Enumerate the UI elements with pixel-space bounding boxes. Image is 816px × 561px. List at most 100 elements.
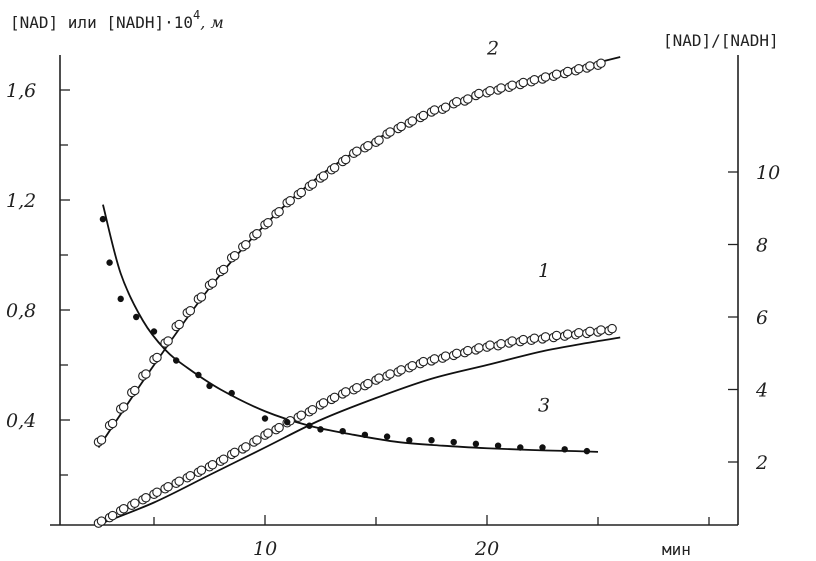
series-3-point xyxy=(583,447,591,455)
series-1-point xyxy=(551,330,562,341)
series-2-point xyxy=(152,352,162,363)
series-1-point xyxy=(207,459,218,470)
points: 1 2 3 xyxy=(93,37,617,528)
series-1-point xyxy=(274,422,284,433)
series-2-point xyxy=(218,264,229,275)
series-2-point xyxy=(562,66,573,77)
series-1-point xyxy=(329,392,340,403)
series-2-point xyxy=(374,135,384,146)
series-2-point xyxy=(241,240,251,250)
curve-label-1: 1 xyxy=(538,260,550,282)
series-1-point xyxy=(152,487,162,497)
series-3-point xyxy=(133,313,140,321)
series-2-point xyxy=(496,83,506,93)
series-1-point xyxy=(607,323,617,334)
series-2-point xyxy=(185,305,196,316)
series-1-point xyxy=(141,492,151,503)
series-3-point xyxy=(261,415,269,422)
series-3-point xyxy=(339,427,346,435)
series-2-point xyxy=(440,102,451,113)
series-1-point xyxy=(96,516,107,526)
series-2-point xyxy=(463,94,473,104)
y-right-tick-label: 2 xyxy=(755,452,768,474)
series-3-point xyxy=(517,444,524,451)
curve-label-3: 3 xyxy=(538,394,550,416)
series-2-point xyxy=(429,105,440,115)
axes xyxy=(50,55,739,526)
series-2-point xyxy=(229,251,240,261)
x-tick-label: 20 xyxy=(474,538,499,560)
series-2-point xyxy=(196,292,207,302)
series-1-point xyxy=(374,373,384,383)
y-left-tick-label: 1,6 xyxy=(6,80,36,102)
series-3-point xyxy=(106,259,113,266)
y-left-tick-label: 0,4 xyxy=(6,410,36,432)
series-2-point xyxy=(418,110,429,121)
series-3-point xyxy=(428,437,435,444)
series-1-point xyxy=(396,365,406,375)
series-1-point xyxy=(507,336,517,346)
x-tick-label: 10 xyxy=(253,538,277,560)
ticks: 10 20 0,4 0,8 1,2 1,6 2 4 6 8 10 xyxy=(6,80,780,560)
y-axis-left-title-main: [NAD] или [NADH]·10 xyxy=(10,13,193,32)
series-2-point xyxy=(529,75,540,85)
series-3-point xyxy=(406,437,413,444)
series-2-point xyxy=(329,163,340,173)
series-3-point xyxy=(195,371,202,379)
series-1-point xyxy=(174,476,184,486)
y-right-tick-label: 6 xyxy=(756,307,768,329)
series-3-point xyxy=(383,433,391,440)
series-3-point xyxy=(99,215,107,223)
series-2-point xyxy=(407,116,418,126)
series-3-point xyxy=(561,446,568,453)
series-1-point xyxy=(496,338,506,349)
series-1-point xyxy=(107,510,118,521)
series-3-point xyxy=(206,382,213,390)
series-3-point xyxy=(228,389,235,397)
series-2-point xyxy=(518,77,529,88)
y-left-tick-label: 0,8 xyxy=(6,300,36,322)
series-1-point xyxy=(463,345,473,356)
series-1-point xyxy=(185,470,196,481)
y-axis-right-title: [NAD]/[NADH] xyxy=(663,31,779,50)
series-2-point xyxy=(296,187,307,198)
series-3-point xyxy=(317,426,324,433)
series-1-point xyxy=(451,348,462,359)
series-2-point xyxy=(540,72,551,82)
series-1-point xyxy=(252,435,262,445)
series-1-point xyxy=(296,410,307,420)
series-2-point xyxy=(130,385,140,396)
series-1-point xyxy=(518,334,529,345)
series-1-point xyxy=(163,481,173,492)
series-1-point xyxy=(562,329,573,339)
series-2-point xyxy=(274,207,284,217)
y-axis-left-title: [NAD] или [NADH]·104, м xyxy=(10,8,224,32)
y-axis-left-title-exp: 4 xyxy=(193,8,200,22)
series-1-point xyxy=(540,332,551,342)
series-1-point xyxy=(340,387,351,397)
series-1-point xyxy=(363,378,373,389)
series-2-point xyxy=(451,97,462,107)
series-1-point xyxy=(385,369,395,379)
series-2-point xyxy=(207,278,218,288)
series-3-point xyxy=(472,440,480,448)
series-3-point xyxy=(361,431,369,439)
series-1-point xyxy=(241,442,251,452)
curve-1 xyxy=(98,336,621,526)
y-right-tick-label: 10 xyxy=(756,162,780,184)
series-1-point xyxy=(407,360,418,371)
series-1-point xyxy=(318,398,329,408)
series-3-point xyxy=(117,295,124,303)
y-right-tick-label: 4 xyxy=(755,380,768,402)
series-2-point xyxy=(318,171,329,181)
series-1-point xyxy=(574,327,584,338)
curves xyxy=(97,56,621,526)
series-1-point xyxy=(218,454,229,464)
series-2-point xyxy=(596,58,606,68)
series-2-point xyxy=(396,121,406,132)
series-1-point xyxy=(596,325,606,335)
y-axis-left-title-unit: , м xyxy=(200,13,223,32)
series-1-point xyxy=(529,333,540,343)
series-2-point xyxy=(307,179,318,190)
